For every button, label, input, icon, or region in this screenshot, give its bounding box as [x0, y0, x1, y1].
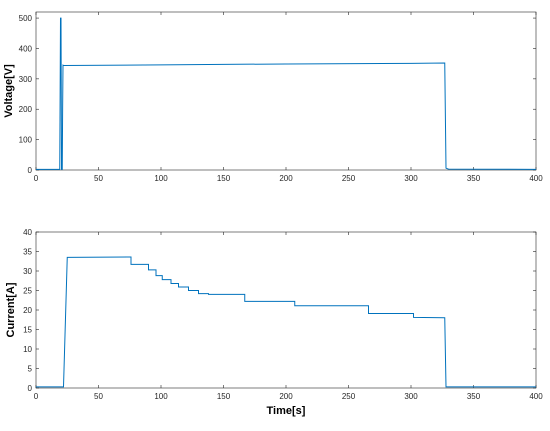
voltage-x-tick-label: 0 [34, 174, 39, 183]
voltage-series-line [36, 17, 537, 170]
current-y-axis-label: Current[A] [5, 282, 17, 337]
voltage-x-tick-label: 100 [154, 174, 168, 183]
voltage-y-tick-label: 0 [28, 166, 33, 175]
voltage-plot: 0 50 100 150 200 250 300 350 400 0 100 200 300 400 500… [3, 11, 543, 183]
current-y-tick-label: 0 [28, 384, 33, 393]
current-x-tick-label: 400 [529, 392, 543, 401]
current-y-tick-label: 5 [28, 365, 33, 374]
current-y-tick-label: 25 [23, 287, 32, 296]
voltage-x-tick-label: 400 [529, 174, 543, 183]
voltage-x-tick-label: 350 [467, 174, 481, 183]
current-y-tick-label: 10 [23, 345, 32, 354]
voltage-x-tick-label: 300 [404, 174, 418, 183]
current-y-tick-label: 20 [23, 306, 32, 315]
current-x-tick-label: 350 [467, 392, 481, 401]
current-series-line [36, 256, 536, 388]
current-x-tick-label: 150 [217, 392, 231, 401]
voltage-x-tick-label: 150 [217, 174, 231, 183]
current-y-tick-label: 35 [23, 248, 32, 257]
current-plot: 0 50 100 150 200 250 300 350 400 0 5 10 15 20 25 30 35 40… [5, 228, 543, 417]
voltage-x-tick-label: 50 [94, 174, 103, 183]
voltage-y-axis-label: Voltage[V] [3, 64, 15, 118]
voltage-y-tick-label: 500 [19, 14, 33, 23]
current-x-tick-label: 200 [279, 392, 293, 401]
current-x-tick-label: 0 [34, 392, 39, 401]
voltage-x-tick-label: 200 [279, 174, 293, 183]
current-y-tick-label: 40 [23, 228, 32, 237]
voltage-y-tick-label: 100 [19, 136, 33, 145]
current-x-tick-label: 300 [404, 392, 418, 401]
current-x-axis-label: Time[s] [267, 405, 306, 417]
voltage-y-tick-label: 300 [19, 75, 33, 84]
current-axes-box [35, 231, 537, 389]
current-y-tick-label: 15 [23, 326, 32, 335]
voltage-y-tick-label: 200 [19, 105, 33, 114]
voltage-y-tick-label: 400 [19, 44, 33, 53]
current-x-tick-label: 50 [94, 392, 103, 401]
current-x-tick-label: 100 [154, 392, 168, 401]
current-y-tick-label: 30 [23, 267, 32, 276]
voltage-x-tick-label: 250 [342, 174, 356, 183]
current-x-tick-label: 250 [342, 392, 356, 401]
voltage-axes-box [35, 11, 537, 171]
